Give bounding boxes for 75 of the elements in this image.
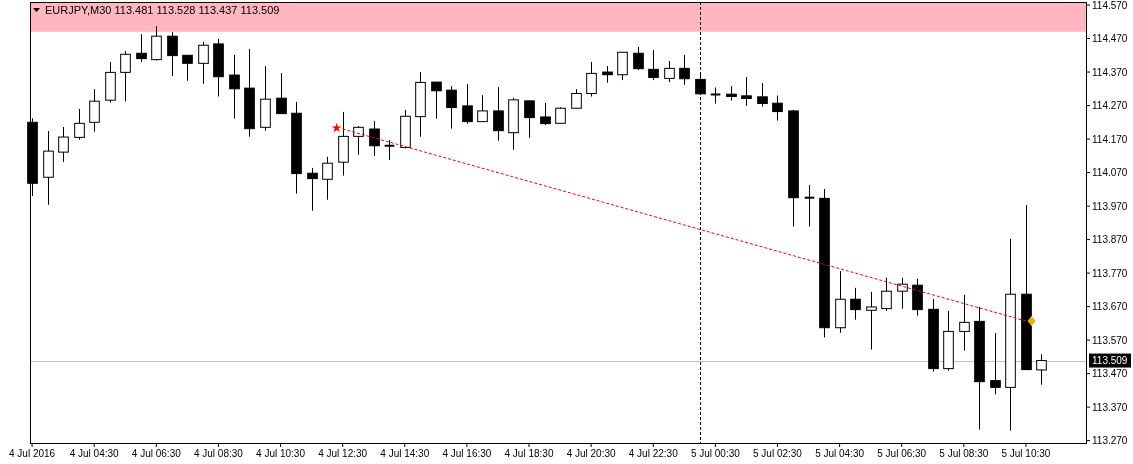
- candlestick: [307, 167, 318, 212]
- candlestick: [648, 49, 659, 81]
- candlestick: [633, 46, 644, 71]
- candlestick: [353, 125, 364, 156]
- y-tick-label: 113.970: [1092, 200, 1128, 212]
- x-tick-label: 4 Jul 10:30: [256, 448, 306, 459]
- candlestick: [462, 83, 473, 125]
- x-tick-label: 5 Jul 10:30: [1001, 448, 1051, 459]
- candlestick: [959, 294, 970, 352]
- chart-title: EURJPY,M30 113.481 113.528 113.437 113.509: [45, 4, 280, 16]
- candlestick: [276, 72, 287, 115]
- y-tick-label: 113.370: [1092, 401, 1128, 413]
- x-tick-label: 4 Jul 08:30: [193, 448, 244, 459]
- candlestick: [990, 332, 1001, 395]
- candlestick: [540, 102, 551, 126]
- candlestick: [89, 88, 100, 133]
- candlestick: [897, 277, 908, 310]
- candlestick: [229, 54, 240, 120]
- candlestick: [709, 86, 722, 105]
- candlestick: [58, 126, 69, 163]
- candlestick: [167, 31, 178, 77]
- candlestick: [803, 184, 816, 228]
- candlestick: [679, 54, 690, 86]
- candlestick: [866, 291, 877, 351]
- candlestick: [322, 156, 333, 201]
- x-tick-label: 4 Jul 16:30: [442, 448, 492, 459]
- candlestick: [881, 277, 892, 312]
- x-tick-label: 5 Jul 08:30: [939, 448, 989, 459]
- ref-line-label: 113.509: [1092, 355, 1128, 367]
- x-tick-label: 4 Jul 22:30: [628, 448, 679, 459]
- y-tick-label: 113.570: [1092, 334, 1128, 346]
- candlestick: [182, 54, 193, 82]
- x-tick-label: 5 Jul 00:30: [690, 448, 741, 459]
- candlestick: [664, 60, 675, 83]
- y-tick-label: 113.670: [1092, 301, 1128, 313]
- y-tick-label: 113.270: [1092, 435, 1128, 447]
- x-tick-label: 4 Jul 18:30: [504, 448, 554, 459]
- candlestick: [586, 61, 597, 97]
- y-tick-label: 114.070: [1092, 167, 1128, 179]
- candlestick: [1036, 353, 1047, 386]
- x-tick-label: 4 Jul 06:30: [131, 448, 182, 459]
- x-tick-label: 5 Jul 04:30: [815, 448, 865, 459]
- y-tick-label: 114.470: [1092, 33, 1128, 45]
- candlestick: [383, 139, 396, 161]
- x-tick-label: 4 Jul 04:30: [69, 448, 120, 459]
- y-tick-label: 113.870: [1092, 234, 1128, 246]
- candlestick: [446, 85, 457, 130]
- x-tick-label: 4 Jul 20:30: [566, 448, 617, 459]
- candlestick: [120, 50, 131, 103]
- y-tick-label: 113.470: [1092, 368, 1128, 380]
- candlestick: [571, 88, 582, 109]
- candlestick: [524, 100, 535, 139]
- y-tick-label: 114.570: [1092, 0, 1128, 11]
- candlestick: [477, 94, 488, 123]
- candlestick: [74, 108, 85, 141]
- candlestick: [617, 51, 628, 81]
- candlestick: [198, 41, 209, 85]
- candlestick: [757, 82, 768, 108]
- y-tick-label: 114.370: [1092, 66, 1128, 78]
- x-tick-label: 4 Jul 2016: [8, 448, 56, 459]
- candlestick: [369, 120, 380, 157]
- y-tick-label: 114.170: [1092, 133, 1128, 145]
- candlestick: [741, 76, 752, 107]
- candlestick: [151, 25, 162, 62]
- candlestick: [431, 81, 442, 120]
- candlestick: [136, 33, 147, 63]
- y-tick-label: 113.770: [1092, 267, 1128, 279]
- x-tick-label: 5 Jul 06:30: [877, 448, 927, 459]
- candlestick: [850, 287, 861, 321]
- y-tick-label: 114.270: [1092, 100, 1128, 112]
- x-tick-label: 4 Jul 12:30: [318, 448, 368, 459]
- x-tick-label: 4 Jul 14:30: [380, 448, 430, 459]
- x-tick-label: 5 Jul 02:30: [753, 448, 803, 459]
- candlestick: [493, 86, 504, 142]
- candlestick: [772, 94, 783, 122]
